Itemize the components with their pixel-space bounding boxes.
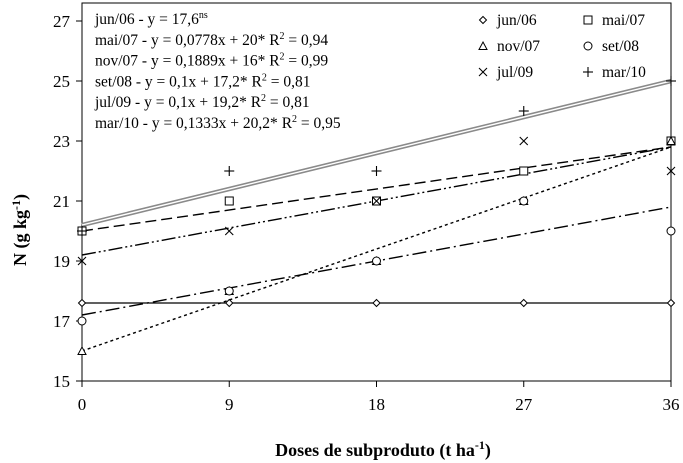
r2-sup: 2 — [292, 114, 297, 125]
legend-marker-mar-10 — [583, 67, 593, 77]
point-mar-10-36 — [666, 76, 676, 86]
y-tick-label: 17 — [53, 312, 71, 331]
equation-text: set/08 - y = 0,1x + 17,2* — [95, 73, 248, 90]
point-mai-07-27 — [519, 166, 529, 176]
point-mar-10-9 — [224, 166, 235, 176]
r2-label: R — [265, 32, 280, 49]
y-axis-label-main: N (g kg — [10, 210, 31, 266]
equation-mai-07: mai/07 - y = 0,0778x + 20* R2 = 0,94 — [95, 31, 328, 49]
x-tick-label: 18 — [368, 395, 385, 414]
legend-marker-jun-06 — [478, 15, 488, 25]
axes: 15 17 19 21 23 25 27 0 9 18 27 36 — [53, 2, 680, 414]
y-tick-label: 25 — [53, 72, 70, 91]
x-tick-label: 9 — [225, 395, 234, 414]
legend-item-mai-07: mai/07 — [583, 12, 645, 29]
fit-line-mar-10-inner — [81, 80, 672, 226]
point-mar-10-18 — [371, 166, 382, 176]
r2-label: R — [265, 53, 280, 70]
legend: jun/06 mai/07 nov/07 set/08 jul/09 mar/10 — [478, 12, 646, 81]
point-nov-07-0 — [77, 345, 87, 355]
legend-label: mai/07 — [602, 12, 645, 29]
legend-marker-mai-07 — [583, 15, 593, 25]
x-tick-label: 27 — [515, 395, 533, 414]
equation-jun-06: jun/06 - y = 17,6ns — [94, 10, 208, 28]
legend-item-jul-09: jul/09 — [478, 64, 533, 81]
equations: jun/06 - y = 17,6ns mai/07 - y = 0,0778x … — [94, 10, 341, 132]
r2-sup: 2 — [280, 52, 285, 63]
y-tick-label: 27 — [53, 12, 71, 31]
legend-label: jun/06 — [496, 12, 537, 29]
legend-label: mar/10 — [602, 64, 646, 81]
r2-value: = 0,94 — [285, 32, 329, 49]
r2-value: = 0,81 — [266, 94, 310, 111]
r2-label: R — [247, 94, 262, 111]
y-tick-label: 21 — [53, 192, 70, 211]
r2-sup: 2 — [262, 72, 267, 83]
legend-item-jun-06: jun/06 — [478, 12, 537, 29]
fit-line-mai-07 — [81, 146, 672, 232]
data-points — [77, 76, 676, 355]
legend-marker-set-08 — [583, 41, 593, 51]
point-jun-06-36 — [666, 298, 676, 308]
point-set-08-36 — [666, 226, 676, 236]
point-jul-09-36 — [666, 166, 676, 176]
r2-label: R — [278, 115, 293, 132]
r2-value: = 0,99 — [285, 53, 329, 70]
equation-text: mai/07 - y = 0,0778x + 20* — [95, 32, 266, 49]
point-set-08-27 — [519, 196, 529, 206]
equation-text: jun/06 - y = 17,6 — [94, 11, 199, 28]
equation-text: mar/10 - y = 0,1333x + 20,2* — [95, 115, 278, 132]
y-tick-label: 23 — [53, 132, 70, 151]
point-jun-06-9 — [225, 298, 234, 308]
point-jul-09-9 — [224, 226, 234, 236]
legend-item-set-08: set/08 — [583, 38, 639, 55]
point-jun-06-18 — [372, 298, 381, 308]
equation-sup: ns — [199, 10, 208, 21]
r2-label: R — [248, 73, 263, 90]
equation-set-08: set/08 - y = 0,1x + 17,2* R2 = 0,81 — [95, 72, 311, 90]
legend-item-nov-07: nov/07 — [478, 38, 540, 55]
x-axis-label: Doses de subproduto (t ha-1) — [275, 438, 491, 461]
point-jul-09-18 — [372, 196, 381, 206]
legend-label: nov/07 — [497, 38, 540, 55]
y-axis-label-sup: -1 — [9, 200, 23, 210]
point-mar-10-27 — [518, 106, 529, 116]
point-jul-09-0 — [77, 256, 87, 266]
equation-text: nov/07 - y = 0,1889x + 16* — [95, 53, 266, 70]
point-mai-07-9 — [224, 196, 234, 206]
r2-value: = 0,95 — [297, 115, 341, 132]
point-set-08-0 — [77, 316, 87, 326]
fit-line-nov-07 — [81, 146, 672, 352]
r2-sup: 2 — [280, 31, 285, 42]
equation-text: jul/09 - y = 0,1x + 19,2* — [94, 94, 247, 111]
equation-nov-07: nov/07 - y = 0,1889x + 16* R2 = 0,99 — [95, 52, 328, 70]
legend-marker-nov-07 — [478, 40, 488, 50]
equation-mar-10: mar/10 - y = 0,1333x + 20,2* R2 = 0,95 — [95, 114, 341, 132]
x-tick-label: 36 — [663, 395, 680, 414]
x-axis-label-main: Doses de subproduto (t ha — [275, 440, 475, 461]
point-set-08-18 — [372, 256, 381, 266]
r2-value: = 0,81 — [267, 73, 311, 90]
x-axis-label-sup: -1 — [475, 438, 485, 452]
legend-marker-jul-09 — [478, 67, 488, 77]
legend-label: set/08 — [602, 38, 639, 55]
point-nov-07-36 — [666, 135, 676, 145]
y-tick-label: 19 — [53, 252, 70, 271]
x-axis-label-close: ) — [485, 440, 491, 461]
point-mar-10-0 — [77, 226, 87, 236]
y-tick-label: 15 — [53, 372, 70, 391]
y-axis-label-close: ) — [10, 194, 31, 200]
point-jun-06-27 — [519, 298, 528, 308]
point-jun-06-0 — [77, 298, 87, 308]
y-axis-label: N (g kg-1) — [9, 194, 31, 266]
x-tick-label: 0 — [78, 395, 87, 414]
point-jul-09-27 — [519, 136, 529, 146]
point-set-08-9 — [224, 286, 234, 296]
equation-jul-09: jul/09 - y = 0,1x + 19,2* R2 = 0,81 — [94, 93, 310, 111]
r2-sup: 2 — [261, 93, 266, 104]
legend-item-mar-10: mar/10 — [583, 64, 646, 81]
legend-label: jul/09 — [496, 64, 533, 81]
